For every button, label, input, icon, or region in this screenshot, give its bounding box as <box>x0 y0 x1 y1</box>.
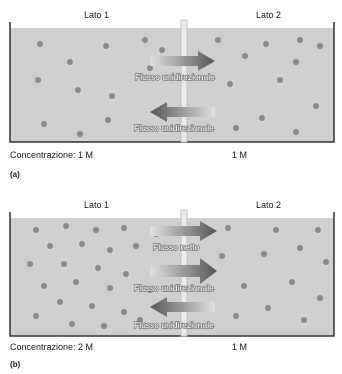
arrow-label-bottom: Flusso unidirezionale <box>134 320 214 330</box>
arrow-unidirectional-right <box>150 51 215 71</box>
arrow-label-middle: Flusso unidirezionale <box>134 283 214 293</box>
fluid-container <box>10 28 334 142</box>
particles-side-1 <box>35 37 165 137</box>
arrow-unidirectional-right <box>150 258 217 284</box>
container-walls <box>9 22 335 143</box>
panel-tag-a: (a) <box>10 170 20 179</box>
side-1-label: Lato 1 <box>84 200 110 210</box>
concentration-side-2: 1 M <box>232 150 248 160</box>
concentration-side-2: 1 M <box>232 342 248 352</box>
particles-side-1 <box>27 223 159 329</box>
arrow-label-upper: Flusso unidirezionale <box>135 72 215 82</box>
side-1-label: Lato 1 <box>84 10 110 20</box>
panel-tag-b: (b) <box>10 360 21 369</box>
arrow-net-flux <box>150 221 217 241</box>
particles-side-2 <box>215 37 323 135</box>
diagram-b: Flusso netto Flusso unidirezionale Fluss… <box>9 209 335 337</box>
membrane <box>180 19 188 143</box>
container-walls <box>9 212 335 337</box>
concentration-side-1: Concentrazione: 1 M <box>10 150 94 160</box>
diagram-a: Flusso unidirezionale Flusso unidirezion… <box>9 19 335 143</box>
particles-side-2 <box>219 225 329 323</box>
arrow-unidirectional-left <box>150 102 215 122</box>
panel-a: Lato 1 Lato 2 <box>9 10 335 179</box>
panel-b: Lato 1 Lato 2 <box>0 190 342 374</box>
side-2-label: Lato 2 <box>256 200 282 210</box>
side-2-label: Lato 2 <box>256 10 282 20</box>
arrow-label-lower: Flusso unidirezionale <box>134 123 214 133</box>
arrow-label-net: Flusso netto <box>153 242 200 252</box>
concentration-side-1: Concentrazione: 2 M <box>10 342 94 352</box>
arrow-unidirectional-left <box>150 297 215 317</box>
